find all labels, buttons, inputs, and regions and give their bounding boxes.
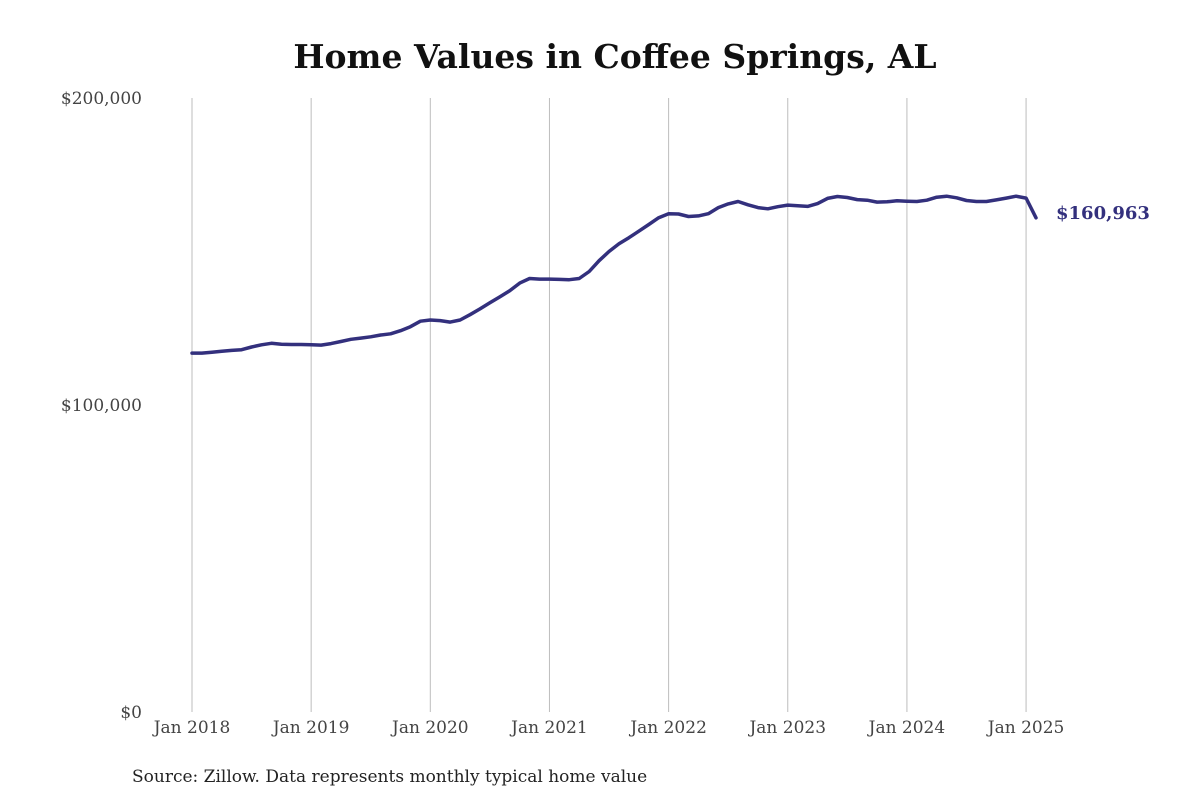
y-axis: $0 $100,000 $200,000 xyxy=(61,89,142,723)
y-tick-label: $100,000 xyxy=(61,396,142,416)
x-tick-label: Jan 2025 xyxy=(986,718,1065,738)
chart-title: Home Values in Coffee Springs, AL xyxy=(293,37,936,76)
series-line-home-value xyxy=(190,194,1038,355)
x-tick-label: Jan 2018 xyxy=(152,718,231,738)
y-tick-label: $200,000 xyxy=(61,89,142,109)
end-value-label: $160,963 xyxy=(1056,203,1150,224)
x-tick-label: Jan 2019 xyxy=(271,718,350,738)
x-tick-label: Jan 2021 xyxy=(509,718,588,738)
source-note: Source: Zillow. Data represents monthly … xyxy=(132,767,647,787)
y-tick-label: $0 xyxy=(120,703,142,723)
x-tick-label: Jan 2023 xyxy=(747,718,826,738)
x-axis: Jan 2018 Jan 2019 Jan 2020 Jan 2021 Jan 2022… xyxy=(152,718,1065,738)
x-tick-label: Jan 2022 xyxy=(628,718,707,738)
x-tick-label: Jan 2024 xyxy=(867,718,946,738)
grid-lines xyxy=(191,98,1027,712)
x-tick-label: Jan 2020 xyxy=(390,718,469,738)
